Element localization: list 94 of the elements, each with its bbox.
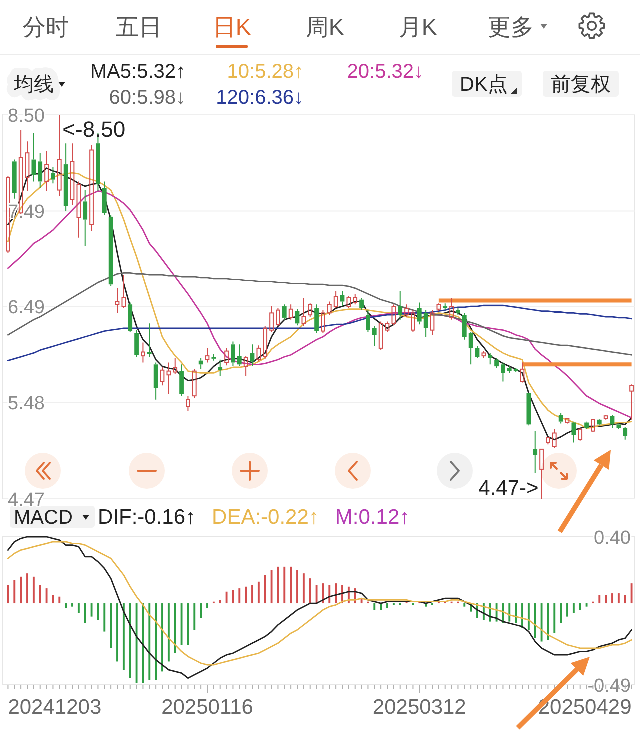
text: 20250429 — [538, 696, 632, 719]
candlestick — [514, 368, 518, 373]
candlestick — [44, 150, 49, 192]
candlestick — [12, 159, 17, 200]
candlestick — [90, 144, 94, 232]
candlestick — [218, 359, 223, 377]
legend-label: MA5:5.32↑ — [90, 61, 186, 83]
candlestick — [462, 312, 467, 340]
candlestick — [205, 348, 210, 364]
candlestick — [64, 143, 68, 212]
line-series — [8, 272, 632, 356]
candlestick — [558, 412, 564, 424]
candlestick — [456, 308, 460, 316]
candlestick — [57, 114, 62, 196]
candlestick — [623, 427, 628, 440]
candlestick — [173, 357, 178, 375]
candlestick — [507, 366, 512, 374]
candlestick — [302, 297, 306, 328]
legend-title: 均线 — [13, 74, 54, 96]
text: DEA:-0.22↑ — [212, 506, 320, 529]
candlestick — [166, 362, 172, 395]
candlestick — [533, 430, 538, 474]
candlestick — [366, 310, 370, 333]
text: 月K — [398, 14, 438, 40]
candlestick — [134, 330, 139, 358]
text: 五日 — [116, 14, 162, 40]
candlestick — [108, 214, 114, 288]
candlestick — [76, 181, 82, 238]
candlestick — [282, 304, 287, 320]
candlestick — [616, 423, 622, 430]
candlestick — [340, 290, 345, 308]
annotation: <-8.50 — [62, 117, 126, 142]
candlestick — [597, 418, 602, 426]
candlestick — [51, 166, 56, 184]
candlestick — [314, 304, 319, 334]
candlestick — [237, 344, 242, 368]
candlestick — [38, 152, 43, 189]
candlestick — [25, 141, 30, 192]
text: DK点 — [460, 74, 508, 96]
candlestick — [154, 362, 158, 400]
candlestick — [186, 396, 190, 412]
x-tick-label: 20250312 — [372, 696, 466, 719]
candlestick — [488, 352, 493, 366]
candlestick — [32, 132, 36, 182]
candlestick — [540, 448, 544, 500]
candlestick — [526, 393, 532, 426]
text: 20241203 — [8, 696, 102, 719]
candlestick — [450, 297, 454, 320]
candlestick — [360, 297, 364, 311]
candlestick — [424, 310, 428, 338]
candlestick — [630, 384, 634, 420]
text: 周K — [306, 14, 345, 40]
y-tick-label: 8.50 — [8, 106, 45, 127]
candlestick — [372, 326, 377, 348]
text: 日K — [212, 14, 252, 40]
candlestick — [572, 421, 576, 444]
candlestick — [443, 303, 448, 311]
candlestick — [250, 344, 255, 368]
candlestick — [494, 357, 499, 369]
candlestick — [128, 302, 133, 333]
candlestick — [141, 342, 146, 364]
candlestick — [475, 346, 480, 358]
text: 分时 — [23, 14, 69, 40]
text: 更多 — [488, 14, 534, 40]
text: 20:5.32↓ — [347, 61, 424, 83]
text: 60:5.98↓ — [109, 87, 186, 109]
candlestick — [70, 143, 75, 206]
x-tick-label: 20250116 — [162, 696, 254, 719]
candlestick — [468, 332, 474, 366]
candlestick — [398, 290, 403, 320]
candlestick — [102, 181, 107, 216]
candlestick — [83, 190, 88, 247]
text: 前复权 — [551, 74, 611, 96]
candlestick — [115, 288, 120, 314]
text: M:0.12↑ — [335, 506, 410, 529]
legend-label: DIF:-0.16↑ — [98, 506, 196, 529]
text: 10:5.28↑ — [227, 61, 304, 83]
candlestick — [501, 362, 506, 382]
text: 120:6.36↓ — [216, 87, 304, 109]
candlestick — [610, 414, 615, 429]
candlestick — [520, 362, 525, 384]
y-tick-label: 5.48 — [8, 394, 45, 415]
candlestick — [122, 274, 126, 309]
candlestick — [212, 354, 216, 362]
candlestick — [244, 356, 248, 377]
candlestick — [584, 421, 589, 430]
candlestick — [180, 364, 184, 397]
annotation: 4.47-> — [478, 477, 539, 500]
candlestick — [198, 357, 204, 370]
candlestick — [417, 302, 422, 326]
y-tick-label: -0.49 — [588, 676, 631, 697]
candlestick — [231, 341, 236, 368]
y-tick-label: 6.49 — [8, 297, 45, 318]
y-tick-label: 0.40 — [594, 528, 631, 549]
